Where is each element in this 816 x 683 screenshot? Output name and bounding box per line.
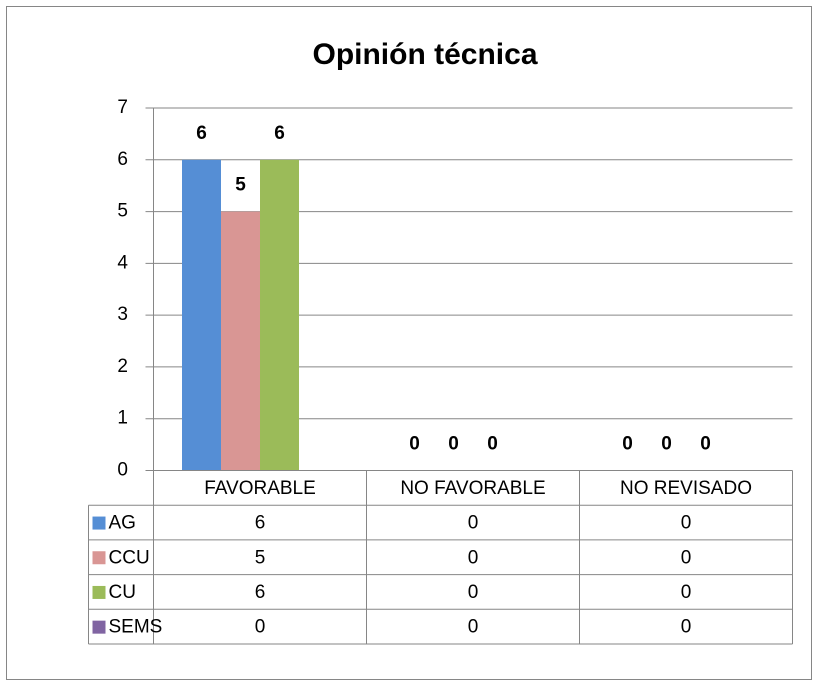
- legend-swatch: [92, 516, 106, 530]
- y-tick-label: 1: [117, 408, 128, 429]
- value-label: 5: [235, 175, 246, 196]
- table-cell: 0: [681, 513, 692, 534]
- value-label: 0: [622, 434, 633, 455]
- table-cell: 6: [255, 582, 266, 603]
- legend-swatch: [92, 585, 106, 599]
- legend-label: CCU: [109, 547, 150, 568]
- bar: [260, 159, 299, 471]
- value-label: 0: [700, 434, 711, 455]
- value-label: 0: [487, 434, 498, 455]
- table-cell: 0: [255, 617, 266, 638]
- bar: [182, 159, 221, 471]
- value-label: 0: [448, 434, 459, 455]
- table-cell: 5: [255, 547, 266, 568]
- table-cell: 0: [681, 582, 692, 603]
- category-label: NO REVISADO: [620, 478, 752, 499]
- y-tick-label: 0: [117, 460, 128, 481]
- legend-label: AG: [109, 513, 136, 534]
- y-tick-label: 5: [117, 201, 128, 222]
- table-cell: 6: [255, 513, 266, 534]
- value-label: 6: [196, 123, 207, 144]
- bar: [221, 211, 260, 471]
- y-tick-label: 2: [117, 356, 128, 377]
- table-cell: 0: [681, 617, 692, 638]
- table-cell: 0: [468, 547, 479, 568]
- y-tick-label: 4: [117, 252, 128, 273]
- table-cell: 0: [468, 582, 479, 603]
- y-tick-label: 3: [117, 304, 128, 325]
- value-label: 0: [661, 434, 672, 455]
- legend-swatch: [92, 551, 106, 565]
- table-cell: 0: [468, 617, 479, 638]
- category-label: NO FAVORABLE: [400, 478, 545, 499]
- category-label: FAVORABLE: [204, 478, 316, 499]
- table-cell: 0: [468, 513, 479, 534]
- chart-title: Opinión técnica: [312, 38, 537, 71]
- value-label: 6: [274, 123, 285, 144]
- legend-label: SEMS: [109, 617, 163, 638]
- y-tick-label: 6: [117, 149, 128, 170]
- value-label: 0: [409, 434, 420, 455]
- legend-swatch: [92, 620, 106, 634]
- legend-label: CU: [109, 582, 136, 603]
- table-cell: 0: [681, 547, 692, 568]
- chart-border: [6, 6, 812, 680]
- y-tick-label: 7: [117, 97, 128, 118]
